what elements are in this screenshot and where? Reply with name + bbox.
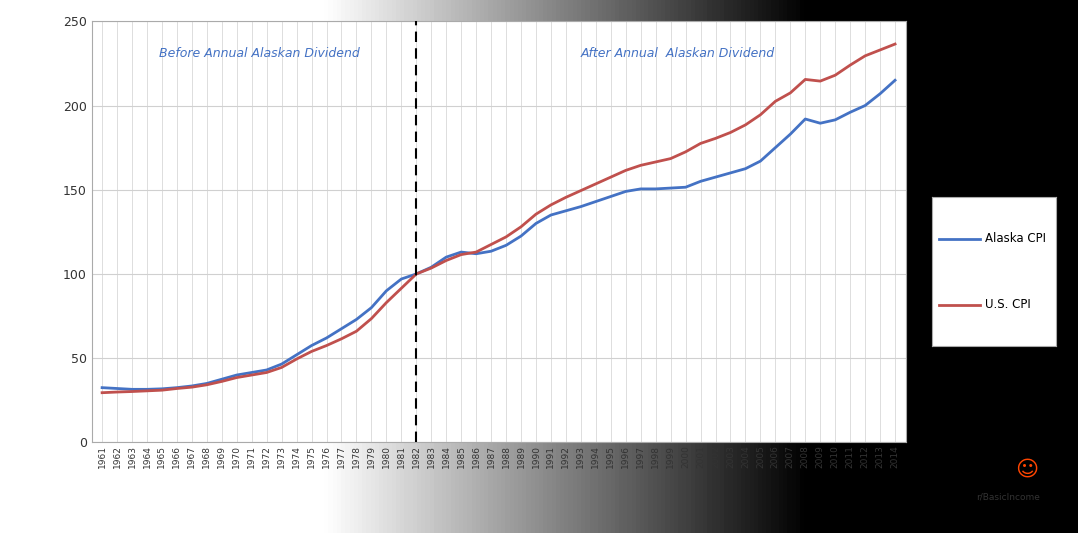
Text: After Annual  Alaskan Dividend: After Annual Alaskan Dividend [581, 46, 775, 60]
Text: Before Annual Alaskan Dividend: Before Annual Alaskan Dividend [158, 46, 360, 60]
Text: r/BasicIncome: r/BasicIncome [977, 492, 1040, 501]
Text: Alaska CPI: Alaska CPI [984, 232, 1046, 246]
Text: U.S. CPI: U.S. CPI [984, 298, 1031, 311]
Text: ☺: ☺ [1014, 459, 1038, 480]
